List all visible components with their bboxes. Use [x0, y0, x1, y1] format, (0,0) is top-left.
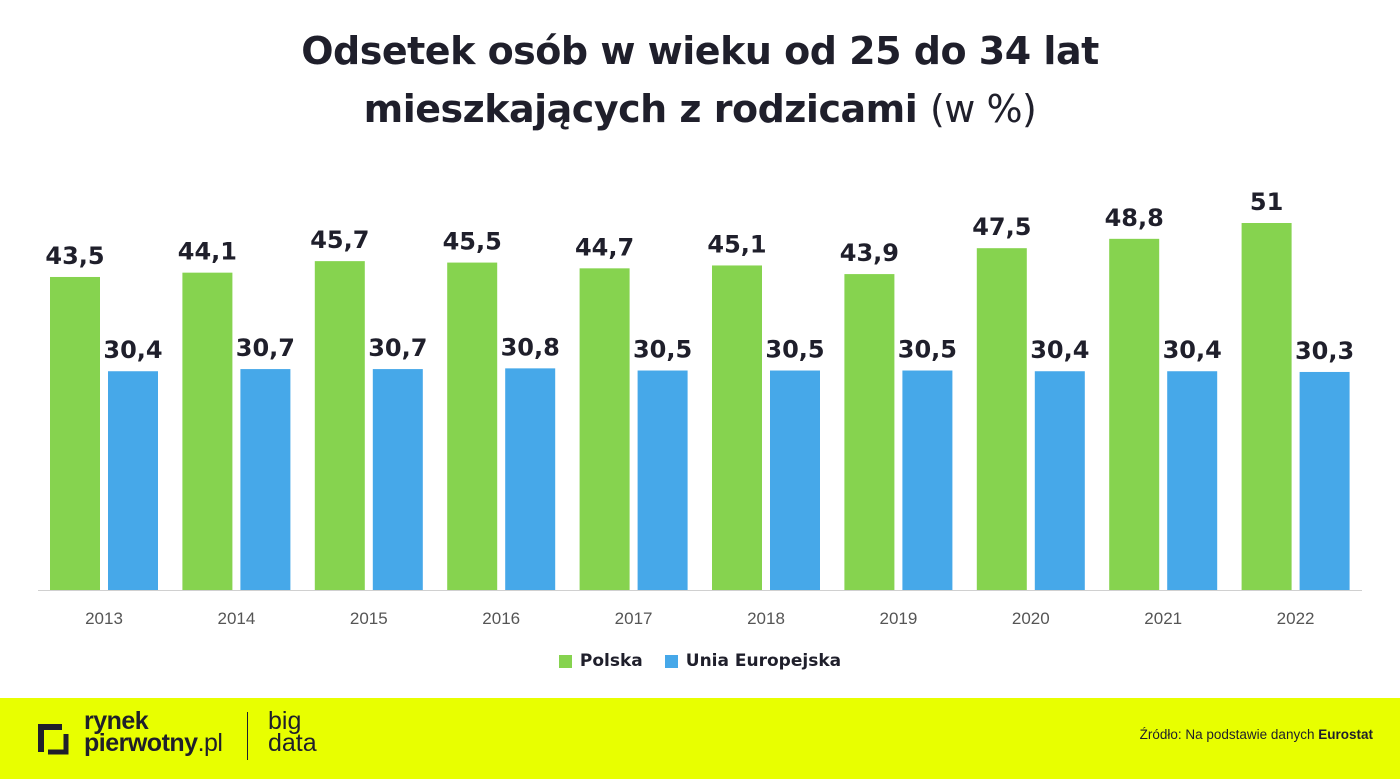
data-label-polska-2018: 45,1 — [707, 230, 766, 258]
x-tick-label-2014: 2014 — [217, 609, 255, 628]
data-label-polska-2015: 45,7 — [310, 226, 369, 254]
x-tick-label-2022: 2022 — [1277, 609, 1315, 628]
source-note: Źródło: Na podstawie danych Eurostat — [1140, 727, 1373, 742]
data-label-ue-2016: 30,8 — [501, 333, 560, 361]
logo-pierwotny: pierwotny — [84, 729, 198, 757]
bigdata-word-data: data — [268, 729, 317, 757]
data-label-polska-2022: 51 — [1250, 188, 1283, 216]
chart-title-line1: Odsetek osób w wieku od 25 do 34 lat — [301, 29, 1099, 73]
bar-polska-2014 — [182, 272, 233, 590]
x-tick-label-2021: 2021 — [1144, 609, 1182, 628]
bar-chart: 43,5 30,4 2013 44,1 30,7 2014 45,7 30,7 2015 45,5… — [38, 188, 1362, 628]
chart-legend: Polska Unia Europejska — [0, 651, 1400, 671]
bar-polska-2016 — [447, 262, 498, 590]
x-tick-label-2019: 2019 — [879, 609, 917, 628]
logo-word-pierwotny: pierwotny.pl — [84, 729, 223, 757]
bar-ue-2014 — [240, 369, 291, 590]
bar-ue-2018 — [770, 370, 820, 590]
data-label-ue-2022: 30,3 — [1295, 337, 1354, 365]
x-tick-label-2013: 2013 — [85, 609, 123, 628]
bar-ue-2022 — [1299, 371, 1350, 590]
bar-polska-2013 — [50, 276, 100, 590]
bigdata-word-big: big — [268, 707, 302, 735]
bar-polska-2017 — [579, 268, 630, 590]
legend-label-polska: Polska — [579, 651, 643, 671]
bar-polska-2021 — [1109, 238, 1160, 591]
chart-title-main: mieszkających z rodzicami — [363, 87, 918, 131]
data-label-polska-2016: 45,5 — [443, 228, 502, 256]
data-label-polska-2017: 44,7 — [575, 233, 634, 261]
bar-ue-2016 — [505, 368, 556, 590]
chart-title: Odsetek osób w wieku od 25 do 34 lat mie… — [0, 22, 1400, 138]
data-label-ue-2014: 30,7 — [236, 334, 295, 362]
data-label-ue-2021: 30,4 — [1163, 336, 1222, 364]
bar-polska-2018 — [712, 265, 762, 590]
data-label-ue-2017: 30,5 — [633, 336, 692, 364]
bar-ue-2013 — [108, 371, 158, 590]
legend-swatch-polska — [558, 654, 572, 668]
data-label-polska-2014: 44,1 — [178, 238, 237, 266]
bar-polska-2015 — [314, 261, 365, 590]
chart-title-unit: (w %) — [929, 87, 1037, 131]
bar-ue-2015 — [372, 369, 423, 590]
data-label-polska-2021: 48,8 — [1105, 204, 1164, 232]
x-tick-label-2018: 2018 — [747, 609, 785, 628]
logo-pl: .pl — [197, 729, 223, 757]
bar-polska-2019 — [844, 274, 895, 590]
source-name: Eurostat — [1318, 727, 1373, 742]
legend-label-ue: Unia Europejska — [685, 651, 842, 671]
legend-item-polska: Polska — [558, 651, 643, 671]
legend-swatch-ue — [664, 654, 678, 668]
data-label-ue-2018: 30,5 — [765, 336, 824, 364]
bar-ue-2017 — [637, 370, 688, 590]
bar-ue-2019 — [902, 370, 953, 590]
rynekpierwotny-logo-icon — [38, 724, 69, 755]
legend-item-ue: Unia Europejska — [664, 651, 842, 671]
bar-ue-2021 — [1167, 371, 1218, 590]
chart-title-line2: mieszkających z rodzicami (w %) — [0, 80, 1400, 138]
bar-polska-2022 — [1241, 223, 1292, 590]
data-label-ue-2015: 30,7 — [368, 334, 427, 362]
logo-separator — [247, 712, 248, 760]
bigdata-logo: big data — [268, 707, 317, 757]
logo-word-rynek: rynek — [84, 707, 149, 735]
data-label-ue-2013: 30,4 — [103, 336, 162, 364]
footer-bar: rynek pierwotny.pl big data Źródło: Na p… — [0, 698, 1400, 779]
x-tick-label-2016: 2016 — [482, 609, 520, 628]
rynekpierwotny-logo-text: rynek pierwotny.pl — [84, 707, 223, 757]
x-tick-label-2017: 2017 — [615, 609, 653, 628]
x-tick-label-2015: 2015 — [350, 609, 388, 628]
bar-polska-2020 — [976, 248, 1027, 590]
source-prefix: Źródło: Na podstawie danych — [1139, 727, 1315, 742]
x-tick-label-2020: 2020 — [1012, 609, 1050, 628]
bar-ue-2020 — [1034, 371, 1085, 590]
data-label-ue-2019: 30,5 — [898, 336, 957, 364]
data-label-polska-2020: 47,5 — [972, 213, 1031, 241]
data-label-polska-2013: 43,5 — [45, 242, 104, 270]
data-label-ue-2020: 30,4 — [1030, 336, 1089, 364]
data-label-polska-2019: 43,9 — [840, 239, 899, 267]
